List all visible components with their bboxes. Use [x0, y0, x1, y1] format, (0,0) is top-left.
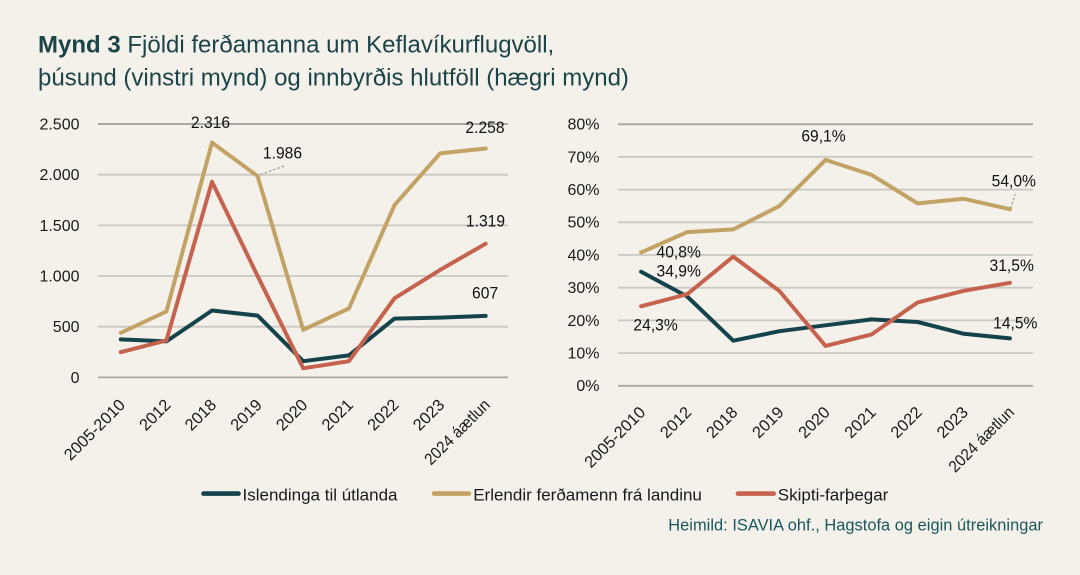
svg-text:500: 500 — [53, 319, 80, 336]
svg-text:1.000: 1.000 — [39, 268, 79, 285]
svg-text:40,8%: 40,8% — [657, 243, 701, 262]
svg-text:2.000: 2.000 — [39, 167, 79, 184]
svg-text:10%: 10% — [567, 346, 599, 363]
svg-text:1.500: 1.500 — [39, 218, 79, 235]
svg-text:2.258: 2.258 — [465, 119, 504, 138]
svg-text:34,9%: 34,9% — [657, 262, 701, 281]
svg-text:2.316: 2.316 — [191, 113, 230, 132]
svg-text:þúsund (vinstri mynd) og innby: þúsund (vinstri mynd) og innbyrðis hlutf… — [38, 65, 629, 92]
svg-text:607: 607 — [472, 284, 498, 303]
svg-text:50%: 50% — [567, 215, 599, 232]
svg-text:Islendinga til útlanda: Islendinga til útlanda — [243, 486, 399, 505]
svg-text:Mynd 3 Fjöldi ferðamanna um Ke: Mynd 3 Fjöldi ferðamanna um Keflavíkurfl… — [38, 31, 554, 58]
svg-text:24,3%: 24,3% — [633, 316, 677, 335]
svg-text:54,0%: 54,0% — [992, 172, 1036, 191]
svg-text:1.986: 1.986 — [263, 144, 302, 163]
svg-text:70%: 70% — [567, 149, 599, 166]
svg-text:2.500: 2.500 — [39, 116, 79, 133]
svg-text:31,5%: 31,5% — [990, 256, 1034, 275]
svg-text:Heimild: ISAVIA ohf., Hagstofa: Heimild: ISAVIA ohf., Hagstofa og eigin … — [668, 517, 1043, 535]
svg-text:80%: 80% — [567, 117, 599, 134]
svg-text:14,5%: 14,5% — [993, 314, 1037, 333]
svg-text:0%: 0% — [576, 378, 599, 395]
svg-text:Skipti-farþegar: Skipti-farþegar — [778, 486, 889, 505]
svg-text:0: 0 — [71, 370, 80, 387]
svg-text:40%: 40% — [567, 247, 599, 264]
svg-text:30%: 30% — [567, 280, 599, 297]
svg-text:60%: 60% — [567, 182, 599, 199]
svg-text:Erlendir ferðamenn frá landinu: Erlendir ferðamenn frá landinu — [473, 486, 702, 505]
svg-text:1.319: 1.319 — [466, 212, 505, 231]
svg-text:20%: 20% — [567, 313, 599, 330]
svg-text:69,1%: 69,1% — [801, 127, 845, 146]
